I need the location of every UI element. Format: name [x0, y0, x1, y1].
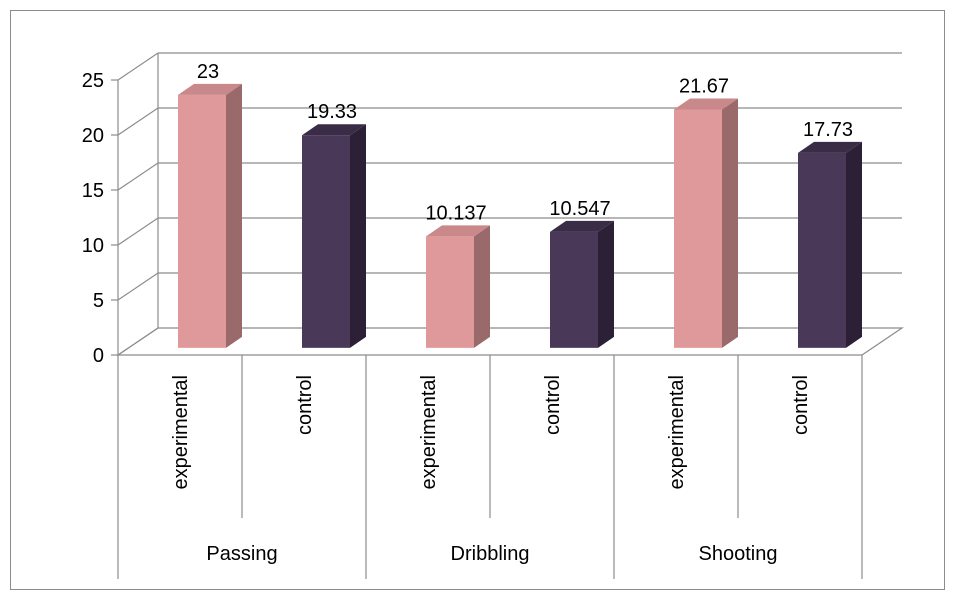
y-tick-label-25: 25 — [82, 70, 104, 92]
bar-side-passing-experimental — [226, 83, 242, 348]
gridline-side-25 — [117, 52, 159, 81]
y-tick-label-10: 10 — [82, 235, 104, 257]
bar-dribbling-control — [550, 220, 614, 348]
chart-walls — [117, 53, 159, 355]
bar-front-shooting-experimental — [674, 109, 722, 348]
x-group-label-dribbling: Dribbling — [451, 543, 530, 565]
x-sublabel-passing-experimental: experimental — [170, 375, 192, 490]
bars — [178, 83, 862, 348]
y-tick-label-20: 20 — [82, 125, 104, 147]
data-label-shooting-experimental: 21.67 — [679, 75, 729, 97]
bar-side-shooting-experimental — [722, 98, 738, 348]
bar-top-dribbling-experimental — [426, 225, 490, 237]
bar-front-dribbling-control — [550, 231, 598, 348]
bar-shooting-control — [798, 141, 862, 348]
bar-dribbling-experimental — [426, 225, 490, 348]
bar-top-passing-experimental — [178, 83, 242, 95]
x-sublabel-dribbling-control: control — [542, 375, 564, 435]
bar-front-passing-control — [302, 135, 350, 348]
x-axis: experimental control experimental control ex… — [117, 355, 863, 579]
x-sublabel-shooting-experimental: experimental — [666, 375, 688, 490]
bar-top-dribbling-control — [550, 220, 614, 232]
bar-side-dribbling-control — [598, 220, 614, 348]
bar-front-dribbling-experimental — [426, 236, 474, 348]
bar-passing-control — [302, 124, 366, 348]
x-group-label-shooting: Shooting — [699, 543, 778, 565]
bar-passing-experimental — [178, 83, 242, 348]
data-label-shooting-control: 17.73 — [803, 119, 853, 141]
data-labels: 23 19.33 10.137 10.547 21.67 17.73 — [197, 61, 853, 224]
gridline-side-15 — [117, 162, 159, 191]
y-tick-label-5: 5 — [93, 290, 104, 312]
x-sublabel-shooting-control: control — [790, 375, 812, 435]
bar-top-shooting-experimental — [674, 98, 738, 110]
data-label-passing-experimental: 23 — [197, 61, 219, 83]
gridlines — [111, 52, 904, 356]
data-label-dribbling-experimental: 10.137 — [425, 202, 486, 224]
gridline-side-10 — [117, 217, 159, 246]
gridline-side-5 — [117, 272, 159, 301]
bar-side-passing-control — [350, 124, 366, 348]
x-sublabel-dribbling-experimental: experimental — [418, 375, 440, 490]
bar-side-dribbling-experimental — [474, 225, 490, 348]
y-tick-label-15: 15 — [82, 180, 104, 202]
gridline-side-20 — [117, 107, 159, 136]
data-label-passing-control: 19.33 — [307, 101, 357, 123]
y-axis-ticks: 0 5 10 15 20 25 — [82, 70, 104, 367]
bar-shooting-experimental — [674, 98, 738, 348]
bar-side-shooting-control — [846, 141, 862, 348]
x-sublabel-passing-control: control — [294, 375, 316, 435]
bar-top-shooting-control — [798, 141, 862, 153]
x-group-label-passing: Passing — [206, 543, 277, 565]
bar-top-passing-control — [302, 124, 366, 136]
y-tick-label-0: 0 — [93, 345, 104, 367]
bar-front-shooting-control — [798, 152, 846, 348]
bar-front-passing-experimental — [178, 94, 226, 348]
data-label-dribbling-control: 10.547 — [549, 198, 610, 220]
